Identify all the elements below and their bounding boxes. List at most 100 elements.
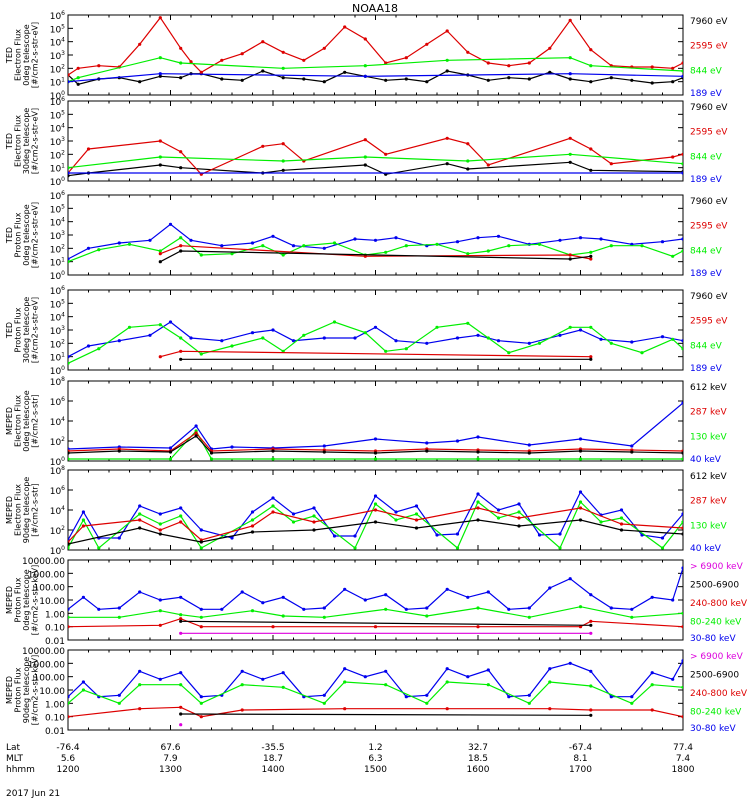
data-point <box>179 671 183 675</box>
legend-entry: 30-80 keV <box>690 724 736 734</box>
data-point <box>527 61 531 65</box>
legend-entry: 130 keV <box>690 432 727 442</box>
data-point <box>179 619 183 623</box>
data-point <box>578 518 583 522</box>
legend-entry: 189 eV <box>690 89 723 99</box>
y-axis-label: [#/cm2-s-str-keV] <box>31 565 40 636</box>
data-point <box>681 625 683 629</box>
data-point <box>589 168 593 172</box>
series-group <box>68 320 683 365</box>
data-point <box>373 451 378 455</box>
y-tick-label: 108 <box>50 376 65 388</box>
data-point <box>240 708 244 712</box>
data-point <box>179 617 183 621</box>
data-point <box>476 506 480 510</box>
data-point <box>250 609 255 613</box>
data-point <box>671 66 675 70</box>
y-tick-label: 100 <box>50 545 65 557</box>
x-tick-label: 7.4 <box>676 754 691 764</box>
data-point <box>507 244 511 248</box>
y-axis-label: [#/cm2-s-str-eV] <box>31 108 40 174</box>
data-point <box>486 336 490 340</box>
y-axis-label: Proton Flux <box>14 577 23 622</box>
data-point <box>343 707 347 711</box>
data-point <box>373 494 378 498</box>
data-point <box>671 677 675 681</box>
series-line-7960-ev <box>160 250 591 263</box>
data-point <box>589 325 593 329</box>
data-point <box>650 81 654 85</box>
y-tick-label: 101 <box>50 163 65 175</box>
data-point <box>343 680 347 684</box>
data-point <box>650 683 654 687</box>
y-axis-label: 0deg telescope <box>22 390 31 451</box>
data-point <box>414 518 419 522</box>
legend-entry: 7960 eV <box>690 103 728 113</box>
data-point <box>332 320 337 324</box>
data-point <box>568 253 572 257</box>
legend-entry: > 6900 keV <box>690 562 744 572</box>
data-point <box>640 351 644 355</box>
x-tick-label: 18.5 <box>468 754 488 764</box>
data-point <box>404 607 408 611</box>
data-point <box>466 595 470 599</box>
data-point <box>425 80 429 84</box>
data-point <box>558 333 562 337</box>
data-point <box>589 593 593 597</box>
data-point <box>568 160 572 164</box>
data-point <box>394 236 398 240</box>
data-point <box>363 155 367 159</box>
data-point <box>568 18 572 22</box>
data-point <box>476 457 480 461</box>
data-point <box>240 52 244 56</box>
data-point <box>373 625 378 629</box>
data-point <box>68 542 70 546</box>
data-point <box>240 78 244 82</box>
data-point <box>291 520 296 524</box>
data-point <box>476 236 480 240</box>
x-tick-label: 1300 <box>159 765 182 775</box>
data-point <box>681 715 683 719</box>
data-point <box>168 450 173 454</box>
data-point <box>168 457 173 461</box>
data-point <box>548 680 552 684</box>
data-point <box>578 449 583 453</box>
x-axis-labels: Lat -76.4 67.6 -35.5 1.2 32.7 -67.4 77.4 MLT 5.6 7… <box>6 743 695 775</box>
data-point <box>681 74 683 78</box>
data-point <box>158 252 162 256</box>
data-point <box>373 508 378 512</box>
data-point <box>68 546 70 550</box>
legend-entry: 2595 eV <box>690 317 728 327</box>
data-point <box>158 72 162 76</box>
data-point <box>414 512 419 516</box>
data-point <box>404 244 408 248</box>
y-tick-label: 106 <box>50 10 65 22</box>
data-point <box>158 677 162 681</box>
data-point <box>425 606 429 610</box>
data-point <box>86 246 91 250</box>
data-point <box>681 685 683 689</box>
data-point <box>630 444 634 448</box>
data-point <box>322 444 326 448</box>
data-point <box>363 138 367 142</box>
data-point <box>558 532 562 536</box>
data-point <box>68 260 70 264</box>
data-point <box>281 168 285 172</box>
data-point <box>194 424 198 428</box>
data-point <box>199 528 203 532</box>
y-tick-label: 104 <box>50 37 65 49</box>
data-point <box>578 236 583 240</box>
data-point <box>322 46 326 50</box>
panel-meped-e-90: 100 102 104 106 108 MEPED Electron Flux 90deg t… <box>5 465 727 557</box>
y-tick-label: 10000.00 <box>22 557 65 567</box>
data-point <box>322 80 326 84</box>
data-point <box>117 241 121 245</box>
legend-entry: 287 keV <box>690 497 727 507</box>
data-point <box>404 77 408 81</box>
data-point <box>158 155 162 159</box>
data-point <box>68 257 70 261</box>
data-point <box>486 61 490 65</box>
data-point <box>476 450 480 454</box>
legend-entry: > 6900 keV <box>690 652 744 662</box>
data-point <box>179 349 183 353</box>
